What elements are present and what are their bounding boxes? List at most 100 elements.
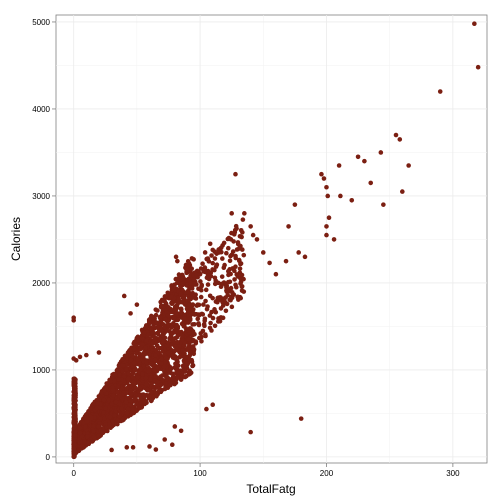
data-point xyxy=(230,266,236,271)
data-point xyxy=(155,343,160,349)
data-point xyxy=(173,361,178,367)
y-tick-label: 2000 xyxy=(32,279,50,288)
data-point xyxy=(112,372,118,378)
data-point xyxy=(124,386,129,391)
data-point xyxy=(130,353,135,359)
data-point xyxy=(196,312,202,318)
data-point xyxy=(137,385,143,391)
data-point xyxy=(110,388,116,393)
data-point xyxy=(169,338,175,343)
data-point xyxy=(72,442,77,448)
data-point xyxy=(193,339,199,344)
data-point xyxy=(179,333,185,339)
data-point xyxy=(393,132,399,138)
data-point xyxy=(192,321,197,327)
data-point xyxy=(229,211,234,216)
data-point xyxy=(210,267,215,272)
data-point xyxy=(148,377,153,382)
data-point xyxy=(72,450,78,455)
data-point xyxy=(77,425,83,431)
data-point xyxy=(184,361,190,366)
data-point xyxy=(114,368,120,373)
data-point xyxy=(144,359,149,365)
data-point xyxy=(149,398,154,403)
data-point xyxy=(331,237,337,242)
data-point xyxy=(147,444,152,449)
data-point xyxy=(240,217,246,222)
data-point xyxy=(146,368,152,374)
data-point xyxy=(96,397,102,402)
data-point xyxy=(138,366,144,372)
x-tick-label: 100 xyxy=(193,469,207,478)
data-point xyxy=(240,230,245,235)
data-point xyxy=(140,371,145,377)
data-point xyxy=(189,295,195,300)
data-point xyxy=(194,272,199,278)
y-tick-label: 4000 xyxy=(32,105,50,114)
data-point xyxy=(187,357,192,363)
data-point xyxy=(273,271,279,277)
data-point xyxy=(72,378,78,384)
data-point xyxy=(232,227,238,233)
data-point xyxy=(166,350,172,356)
data-point xyxy=(175,333,181,338)
data-point xyxy=(150,340,155,346)
data-point xyxy=(186,297,192,303)
data-point xyxy=(136,338,141,343)
y-tick-label: 0 xyxy=(46,453,51,462)
x-axis-title: TotalFatg xyxy=(246,482,295,496)
data-point xyxy=(130,375,136,380)
data-point xyxy=(146,318,152,324)
data-point xyxy=(296,250,301,255)
data-point xyxy=(191,277,197,282)
data-point xyxy=(138,346,143,352)
x-tick-label: 300 xyxy=(446,469,460,478)
y-axis-ticks: 0 1000 2000 3000 4000 5000 xyxy=(32,18,56,462)
data-point xyxy=(71,385,77,391)
data-point xyxy=(131,346,137,352)
data-point xyxy=(130,445,136,450)
data-point xyxy=(127,402,133,408)
data-point xyxy=(325,193,331,199)
data-point xyxy=(91,423,96,429)
data-point xyxy=(157,336,163,342)
data-point xyxy=(132,368,138,373)
data-point xyxy=(192,311,198,317)
data-point xyxy=(378,150,384,155)
data-point xyxy=(202,316,208,322)
data-point xyxy=(178,311,183,316)
data-point xyxy=(124,410,130,416)
data-point xyxy=(96,350,102,355)
data-point xyxy=(336,163,342,168)
data-point xyxy=(157,375,162,381)
data-point xyxy=(223,308,229,314)
data-point xyxy=(73,429,78,434)
data-point xyxy=(232,277,237,282)
data-point xyxy=(85,434,90,440)
data-point xyxy=(108,378,114,384)
data-point xyxy=(71,420,77,425)
data-point xyxy=(142,399,147,404)
data-point xyxy=(71,382,77,387)
data-point xyxy=(150,314,155,320)
data-point xyxy=(135,357,141,363)
data-point xyxy=(220,303,226,308)
data-point xyxy=(186,309,191,315)
data-point xyxy=(221,240,227,246)
data-point xyxy=(97,420,102,426)
data-point xyxy=(96,433,102,438)
data-point xyxy=(183,369,188,374)
data-point xyxy=(106,397,112,403)
data-point xyxy=(126,376,131,381)
data-point xyxy=(213,299,219,304)
data-point xyxy=(119,406,125,412)
data-point xyxy=(217,318,223,324)
data-point xyxy=(175,348,181,353)
data-point xyxy=(155,331,161,337)
data-point xyxy=(189,266,195,271)
data-point xyxy=(223,295,228,300)
data-point xyxy=(201,322,207,327)
data-point xyxy=(196,322,202,328)
data-point xyxy=(101,397,107,403)
